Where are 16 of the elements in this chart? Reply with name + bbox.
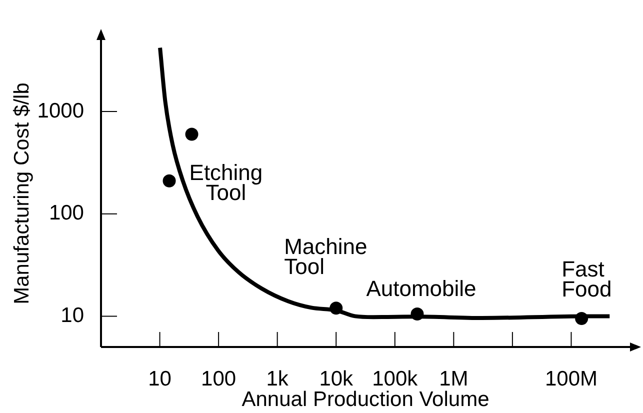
annotation: Machine Tool — [284, 234, 368, 280]
x-tick-label: 10 — [148, 367, 172, 390]
annotation: Etching Tool — [189, 160, 263, 205]
y-tick-label: 100 — [48, 202, 84, 225]
x-tick-label: 1M — [439, 367, 468, 390]
x-tick-label: 100k — [372, 367, 418, 390]
annotation: Automobile — [366, 276, 476, 302]
x-tick-label: 10k — [319, 367, 354, 390]
x-axis-title: Annual Production Volume — [242, 388, 490, 412]
annotation: Fast Food — [562, 256, 612, 302]
x-tick-label: 100M — [544, 367, 598, 390]
y-tick-label: 1000 — [37, 99, 84, 122]
y-axis-title: Manufacturing Cost $/lb — [10, 82, 34, 304]
x-tick-label: 1k — [266, 367, 289, 390]
x-tick-label: 100 — [201, 367, 236, 390]
y-tick-label: 10 — [60, 304, 84, 327]
